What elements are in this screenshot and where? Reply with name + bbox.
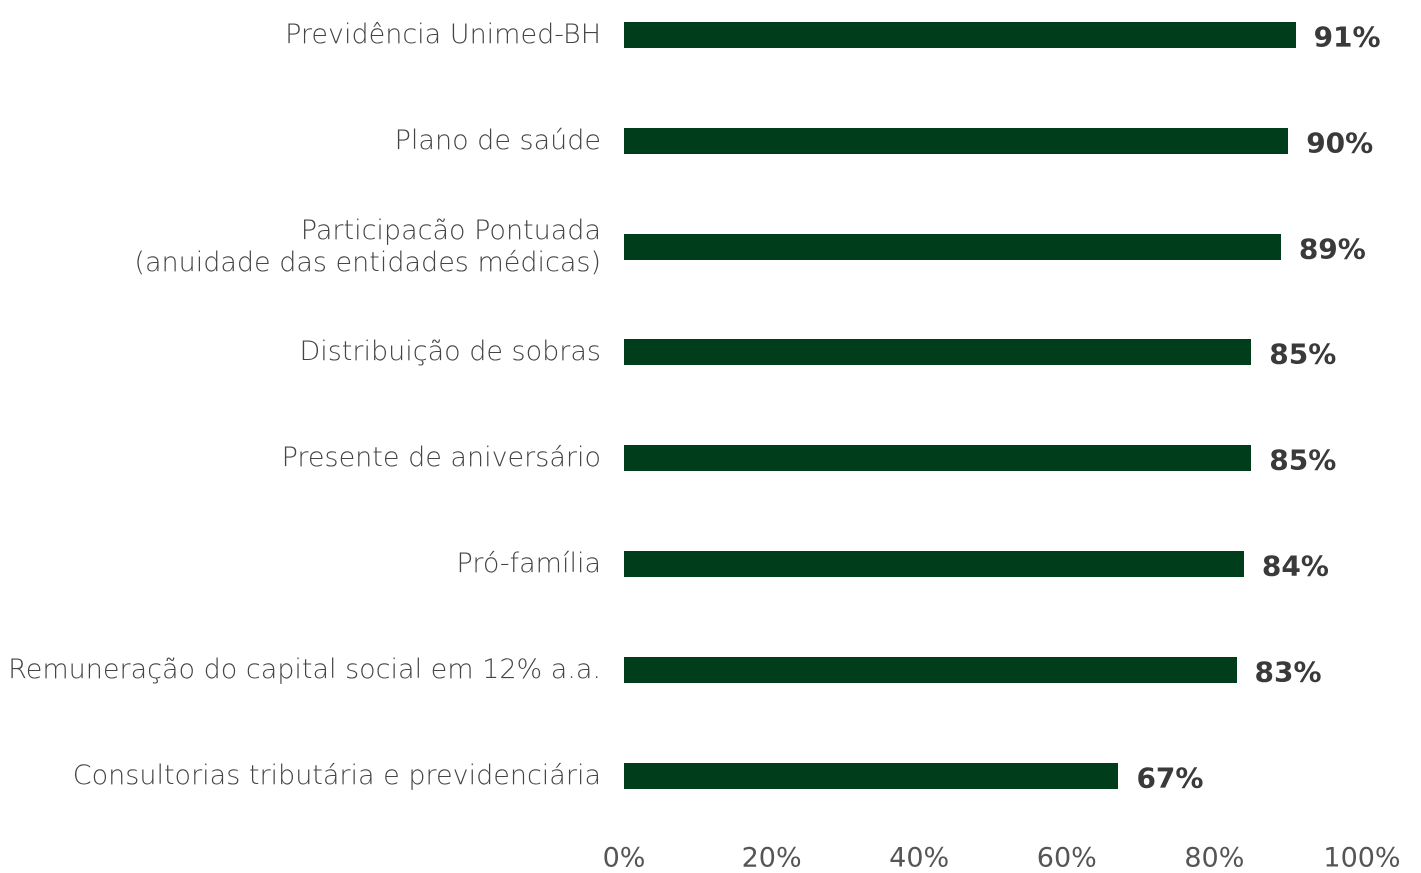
- category-label: Participacão Pontuada (anuidade das enti…: [134, 214, 601, 278]
- x-tick-label: 20%: [741, 842, 802, 873]
- x-tick-label: 100%: [1323, 842, 1401, 873]
- value-label: 84%: [1261, 549, 1329, 583]
- value-label: 91%: [1313, 20, 1381, 54]
- bar: [624, 762, 1119, 789]
- bar: [624, 656, 1237, 683]
- category-label: Plano de saúde: [394, 124, 601, 156]
- x-tick-label: 0%: [602, 842, 646, 873]
- category-label: Pró-família: [456, 548, 601, 579]
- bar: [624, 127, 1289, 154]
- value-label: 89%: [1298, 232, 1366, 266]
- bar: [624, 22, 1296, 48]
- value-label: 85%: [1269, 443, 1337, 477]
- value-label: 83%: [1254, 655, 1322, 689]
- bar: [624, 551, 1244, 577]
- bar: [624, 445, 1252, 472]
- category-label: Previdência Unimed-BH: [285, 19, 601, 50]
- category-label: Consultorias tributária e previdenciária: [72, 759, 601, 791]
- x-tick-label: 80%: [1184, 842, 1245, 873]
- value-label: 90%: [1306, 126, 1374, 160]
- x-tick-label: 60%: [1036, 842, 1097, 873]
- x-tick-label: 40%: [889, 842, 950, 873]
- value-label: 67%: [1136, 761, 1204, 795]
- bar: [624, 339, 1252, 366]
- category-label: Presente de aniversário: [281, 442, 601, 474]
- category-label: Remuneração do capital social em 12% a.a…: [8, 653, 601, 685]
- bar: [624, 233, 1281, 260]
- category-label: Distribuição de sobras: [299, 336, 601, 368]
- value-label: 85%: [1269, 337, 1337, 371]
